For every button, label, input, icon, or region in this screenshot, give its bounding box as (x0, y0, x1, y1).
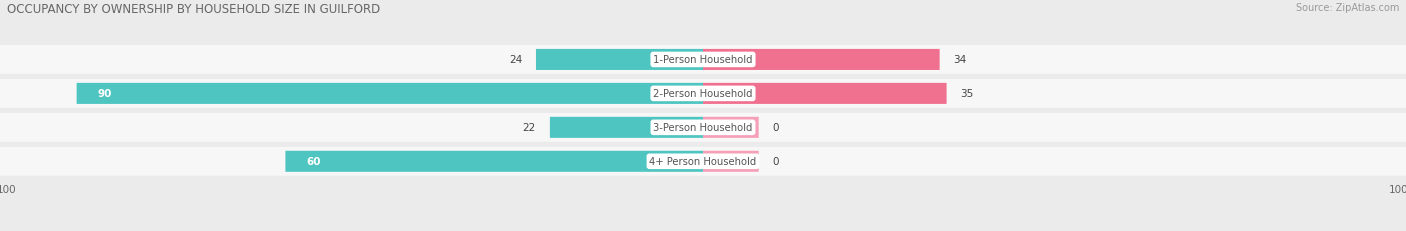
FancyBboxPatch shape (536, 50, 703, 71)
Text: 60: 60 (307, 157, 321, 167)
Text: 2-Person Household: 2-Person Household (654, 89, 752, 99)
FancyBboxPatch shape (0, 113, 1406, 142)
Text: 24: 24 (509, 55, 522, 65)
Text: 34: 34 (953, 55, 967, 65)
FancyBboxPatch shape (0, 147, 1406, 176)
Text: 4+ Person Household: 4+ Person Household (650, 157, 756, 167)
Text: 3-Person Household: 3-Person Household (654, 123, 752, 133)
Text: 1-Person Household: 1-Person Household (654, 55, 752, 65)
FancyBboxPatch shape (703, 151, 759, 172)
FancyBboxPatch shape (76, 83, 703, 104)
Text: Source: ZipAtlas.com: Source: ZipAtlas.com (1295, 3, 1399, 13)
FancyBboxPatch shape (0, 46, 1406, 75)
FancyBboxPatch shape (703, 83, 946, 104)
Text: 22: 22 (523, 123, 536, 133)
Text: 35: 35 (960, 89, 974, 99)
Text: 0: 0 (773, 123, 779, 133)
Text: 90: 90 (97, 89, 112, 99)
FancyBboxPatch shape (0, 80, 1406, 108)
FancyBboxPatch shape (703, 117, 759, 138)
FancyBboxPatch shape (550, 117, 703, 138)
FancyBboxPatch shape (703, 50, 939, 71)
Text: 0: 0 (773, 157, 779, 167)
FancyBboxPatch shape (285, 151, 703, 172)
Text: OCCUPANCY BY OWNERSHIP BY HOUSEHOLD SIZE IN GUILFORD: OCCUPANCY BY OWNERSHIP BY HOUSEHOLD SIZE… (7, 3, 380, 16)
Legend: Owner-occupied, Renter-occupied: Owner-occupied, Renter-occupied (591, 229, 815, 231)
